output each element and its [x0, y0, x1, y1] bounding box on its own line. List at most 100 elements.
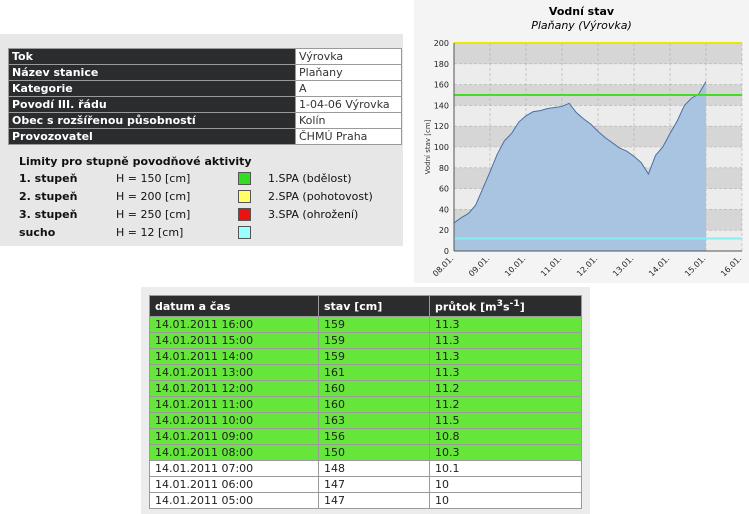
y-tick-label: 100	[434, 143, 449, 152]
cell-prutok: 11.2	[429, 380, 582, 397]
station-row: Název stanice Plaňany	[8, 64, 402, 81]
limit-level: 2. stupeň	[19, 190, 78, 203]
x-tick-label: 14.01.	[647, 254, 671, 278]
station-row-label: Kategorie	[8, 80, 296, 97]
limit-height: H = 12 [cm]	[116, 226, 184, 239]
cell-stav: 150	[318, 444, 430, 461]
y-tick-label: 160	[434, 81, 449, 90]
table-row: 14.01.2011 15:00 159 11.3	[149, 332, 582, 349]
table-row: 14.01.2011 07:00 148 10.1	[149, 460, 582, 477]
cell-stav: 163	[318, 412, 430, 429]
cell-prutok: 11.3	[429, 364, 582, 381]
cell-datetime: 14.01.2011 05:00	[149, 492, 319, 509]
station-row-value: ČHMÚ Praha	[295, 128, 402, 145]
cell-prutok: 10.1	[429, 460, 582, 477]
y-axis-label: Vodní stav [cm]	[424, 119, 432, 174]
table-header-row: datum a čas stav [cm] průtok [m3s-1]	[149, 295, 582, 317]
x-tick-label: 16.01.	[719, 254, 743, 278]
y-tick-label: 180	[434, 60, 449, 69]
station-row: Tok Výrovka	[8, 48, 402, 65]
header-datetime[interactable]: datum a čas	[149, 295, 319, 317]
station-info-table: Tok Výrovka Název stanice Plaňany Kategori…	[8, 48, 402, 145]
station-row-value: A	[295, 80, 402, 97]
cell-prutok: 11.3	[429, 332, 582, 349]
x-tick-label: 13.01.	[611, 254, 635, 278]
limit-color-swatch	[238, 172, 251, 185]
data-table-panel: datum a čas stav [cm] průtok [m3s-1] 14.…	[141, 287, 590, 514]
cell-prutok: 10	[429, 492, 582, 509]
table-row: 14.01.2011 11:00 160 11.2	[149, 396, 582, 413]
station-row: Provozovatel ČHMÚ Praha	[8, 128, 402, 145]
cell-stav: 148	[318, 460, 430, 477]
chart-panel: Vodní stav Plaňany (Výrovka) 0 20 40 60 80 10…	[414, 0, 749, 283]
cell-datetime: 14.01.2011 10:00	[149, 412, 319, 429]
limit-color-swatch	[238, 208, 251, 221]
y-tick-label: 200	[434, 39, 449, 48]
cell-datetime: 14.01.2011 15:00	[149, 332, 319, 349]
measurements-table: datum a čas stav [cm] průtok [m3s-1] 14.…	[149, 295, 582, 509]
cell-prutok: 11.2	[429, 396, 582, 413]
cell-datetime: 14.01.2011 14:00	[149, 348, 319, 365]
table-row: 14.01.2011 13:00 161 11.3	[149, 364, 582, 381]
limit-level: 1. stupeň	[19, 172, 78, 185]
table-row: 14.01.2011 14:00 159 11.3	[149, 348, 582, 365]
cell-datetime: 14.01.2011 09:00	[149, 428, 319, 445]
cell-datetime: 14.01.2011 07:00	[149, 460, 319, 477]
limit-level: sucho	[19, 226, 56, 239]
table-row: 14.01.2011 10:00 163 11.5	[149, 412, 582, 429]
cell-datetime: 14.01.2011 12:00	[149, 380, 319, 397]
cell-stav: 160	[318, 380, 430, 397]
limit-height: H = 200 [cm]	[116, 190, 191, 203]
cell-prutok: 10.3	[429, 444, 582, 461]
y-tick-label: 60	[439, 185, 449, 194]
limit-height: H = 150 [cm]	[116, 172, 191, 185]
cell-stav: 160	[318, 396, 430, 413]
table-row: 14.01.2011 12:00 160 11.2	[149, 380, 582, 397]
cell-prutok: 11.5	[429, 412, 582, 429]
station-row: Kategorie A	[8, 80, 402, 97]
header-prutok-sup2: -1	[509, 298, 520, 310]
x-tick-label: 15.01.	[683, 254, 707, 278]
header-stav[interactable]: stav [cm]	[318, 295, 430, 317]
station-row-value: 1-04-06 Výrovka	[295, 96, 402, 113]
cell-stav: 159	[318, 348, 430, 365]
y-tick-label: 20	[439, 226, 449, 235]
header-prutok-end: ]	[519, 300, 525, 314]
station-row-value: Výrovka	[295, 48, 402, 65]
station-row: Povodí III. řádu 1-04-06 Výrovka	[8, 96, 402, 113]
water-level-chart: 0 20 40 60 80 100 120 140 160 180 200 08.01. 09.01. 1…	[424, 39, 743, 278]
cell-stav: 161	[318, 364, 430, 381]
header-prutok-mid: s	[502, 300, 510, 314]
cell-prutok: 11.3	[429, 316, 582, 333]
table-row: 14.01.2011 06:00 147 10	[149, 476, 582, 493]
cell-prutok: 11.3	[429, 348, 582, 365]
station-row-label: Obec s rozšířenou působností	[8, 112, 296, 129]
y-tick-label: 80	[439, 164, 449, 173]
station-row-label: Název stanice	[8, 64, 296, 81]
cell-stav: 147	[318, 492, 430, 509]
station-row-value: Kolín	[295, 112, 402, 129]
x-tick-label: 11.01.	[539, 254, 563, 278]
area-fill	[454, 81, 706, 251]
station-info-panel: Tok Výrovka Název stanice Plaňany Kategori…	[0, 34, 403, 246]
cell-datetime: 14.01.2011 06:00	[149, 476, 319, 493]
cell-datetime: 14.01.2011 08:00	[149, 444, 319, 461]
table-row: 14.01.2011 16:00 159 11.3	[149, 316, 582, 333]
cell-stav: 147	[318, 476, 430, 493]
table-row: 14.01.2011 09:00 156 10.8	[149, 428, 582, 445]
limits-title: Limity pro stupně povodňové aktivity	[19, 155, 252, 168]
cell-prutok: 10	[429, 476, 582, 493]
x-tick-label: 10.01.	[503, 254, 527, 278]
header-prutok-sup1: 3	[496, 298, 503, 310]
table-row: 14.01.2011 08:00 150 10.3	[149, 444, 582, 461]
chart-subtitle: Plaňany (Výrovka)	[531, 19, 632, 32]
y-tick-label: 140	[434, 101, 449, 110]
limit-level: 3. stupeň	[19, 208, 78, 221]
cell-datetime: 14.01.2011 13:00	[149, 364, 319, 381]
cell-datetime: 14.01.2011 16:00	[149, 316, 319, 333]
limit-color-swatch	[238, 190, 251, 203]
header-prutok[interactable]: průtok [m3s-1]	[429, 295, 582, 317]
x-tick-label: 08.01.	[431, 254, 455, 278]
y-tick-label: 0	[444, 247, 449, 256]
y-tick-label: 120	[434, 122, 449, 131]
